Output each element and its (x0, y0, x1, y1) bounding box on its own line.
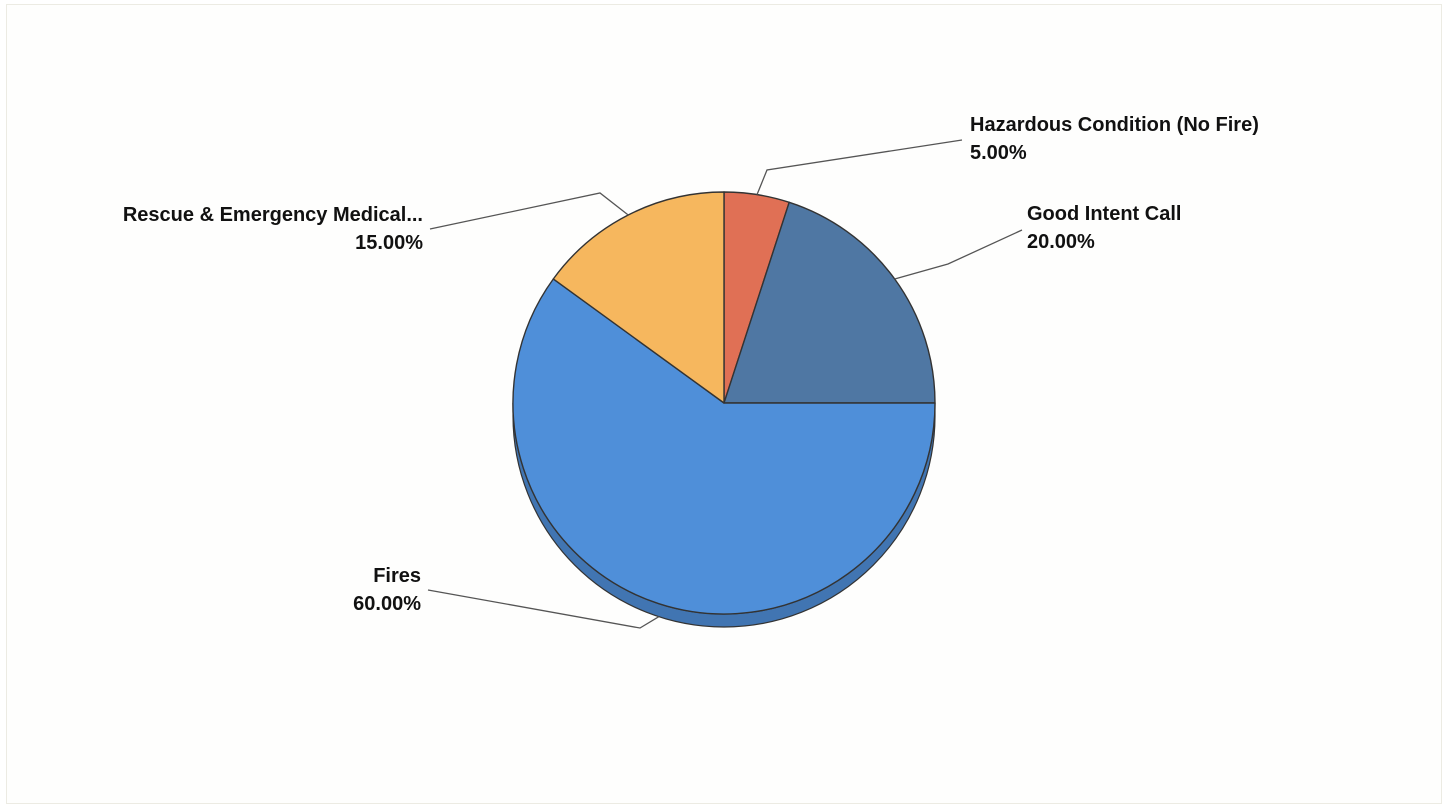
leader-lines (427, 139, 1023, 629)
slice-label-value: 60.00% (353, 593, 421, 615)
pie-slice-fires (512, 278, 936, 615)
slice-label-value: 5.00% (970, 142, 1027, 164)
slice-label-value: 15.00% (355, 232, 423, 254)
pie-slices (512, 191, 936, 615)
leader-line-rescue-emergency-medical (429, 192, 629, 230)
leader-line-fires (427, 589, 660, 629)
slice-label-good-intent: Good Intent Call 20.00% (1027, 203, 1181, 253)
slice-label-name: Rescue & Emergency Medical... (123, 204, 423, 226)
pie-slice-rescue-emergency-medical (552, 191, 725, 404)
slice-label-fires: Fires 60.00% (353, 565, 421, 615)
leader-line-hazardous-condition-no-fire (756, 139, 963, 195)
slice-label-name: Hazardous Condition (No Fire) (970, 114, 1259, 136)
leader-line-good-intent-call (894, 229, 1023, 280)
slice-label-value: 20.00% (1027, 231, 1095, 253)
slice-label-hazardous: Hazardous Condition (No Fire) 5.00% (970, 114, 1259, 164)
slice-label-name: Fires (373, 565, 421, 587)
slice-label-name: Good Intent Call (1027, 203, 1181, 225)
slice-label-rescue: Rescue & Emergency Medical... 15.00% (123, 204, 423, 254)
